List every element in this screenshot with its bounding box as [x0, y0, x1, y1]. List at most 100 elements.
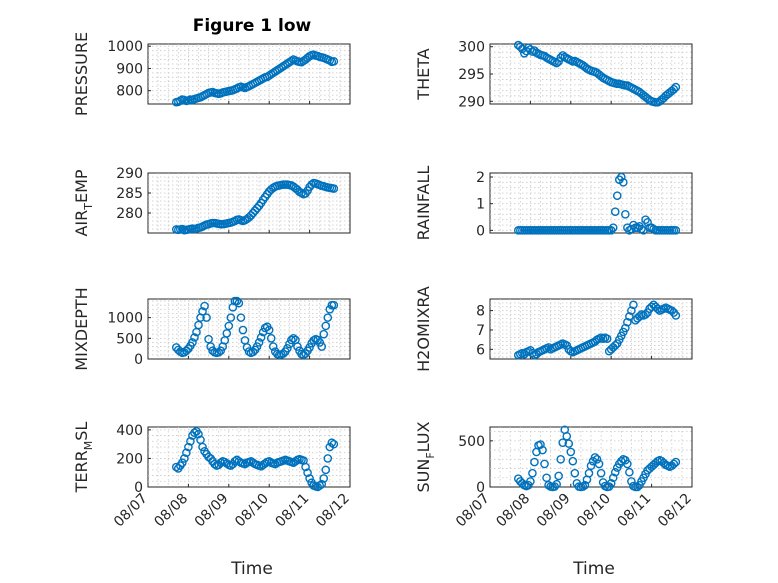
- data-point: [528, 348, 537, 358]
- x-tick-label: 08/12: [655, 491, 695, 531]
- y-tick-label: 290: [116, 166, 143, 182]
- y-tick-label: 900: [116, 61, 143, 77]
- data-point: [610, 207, 620, 216]
- x-tick-label: 08/08: [493, 491, 533, 531]
- y-tick-label: 2: [476, 170, 485, 186]
- x-tick-label: 08/11: [273, 491, 313, 531]
- data-point: [224, 321, 234, 331]
- data-point: [617, 172, 626, 182]
- data-point: [550, 482, 559, 491]
- y-tick-label: 500: [116, 331, 143, 347]
- data-point: [568, 456, 578, 466]
- y-tick-label: 0: [476, 480, 485, 496]
- data-point: [619, 178, 628, 187]
- data-point: [556, 455, 566, 464]
- data-point: [319, 329, 329, 339]
- series-markers: [513, 425, 681, 492]
- data-point: [178, 458, 187, 468]
- data-point: [606, 479, 616, 488]
- x-tick-label: 08/12: [313, 491, 353, 531]
- data-point: [315, 481, 325, 490]
- data-point: [629, 300, 638, 310]
- data-point: [208, 346, 217, 356]
- data-point: [627, 224, 636, 234]
- data-point: [641, 310, 650, 319]
- x-axis-label-right: Time: [572, 559, 615, 579]
- data-point: [313, 335, 322, 345]
- data-point: [540, 459, 549, 469]
- subplot-rainfall: 0 1 2 RAINFALL: [414, 166, 693, 241]
- data-point: [528, 468, 537, 478]
- y-axis-label: TERRMSL: [72, 422, 95, 494]
- data-point: [637, 224, 646, 234]
- data-point: [580, 480, 590, 490]
- data-point: [627, 477, 636, 486]
- data-point: [325, 56, 335, 65]
- data-point: [194, 429, 203, 439]
- plot-area: [147, 43, 351, 105]
- data-point: [180, 454, 189, 463]
- data-point: [188, 338, 197, 347]
- y-axis-label: RAINFALL: [414, 166, 433, 241]
- data-point: [612, 191, 622, 200]
- data-point: [592, 455, 602, 464]
- y-tick-label: 0: [476, 223, 485, 239]
- data-point: [303, 468, 312, 478]
- data-point: [329, 57, 339, 66]
- data-point: [252, 342, 262, 351]
- subplot-pressure: 800 900 1000 PRESSURE: [72, 32, 351, 116]
- series-markers: [171, 178, 339, 235]
- data-point: [329, 439, 339, 449]
- data-point: [279, 349, 288, 358]
- data-point: [520, 48, 529, 58]
- data-point: [643, 218, 652, 227]
- plot-area: [489, 172, 693, 234]
- series-markers: [171, 296, 339, 360]
- data-point: [287, 335, 296, 345]
- data-point: [590, 453, 600, 462]
- data-point: [230, 456, 240, 466]
- y-tick-label: 290: [458, 94, 485, 110]
- data-point: [264, 325, 274, 335]
- y-tick-label: 400: [116, 423, 143, 439]
- y-tick-label: 8: [476, 304, 485, 320]
- data-point: [171, 462, 181, 472]
- data-point: [554, 471, 563, 481]
- y-tick-label: 0: [134, 352, 143, 368]
- data-point: [184, 442, 193, 452]
- y-tick-label: 1000: [107, 39, 143, 55]
- y-tick-label: 300: [458, 40, 485, 56]
- data-point: [226, 313, 236, 322]
- x-tick-label: 08/10: [574, 491, 614, 531]
- data-point: [198, 442, 207, 452]
- data-point: [627, 306, 636, 315]
- data-point: [236, 313, 246, 322]
- data-point: [305, 343, 314, 352]
- data-point: [283, 343, 292, 353]
- data-point: [200, 301, 209, 311]
- data-point: [222, 329, 232, 338]
- x-tick-label: 08/11: [615, 491, 655, 531]
- y-tick-label: 285: [116, 186, 143, 202]
- x-axis-label-left: Time: [230, 559, 273, 579]
- y-tick-label: 800: [116, 84, 143, 100]
- data-point: [623, 459, 632, 469]
- y-axis-label: SUNFLUX: [414, 421, 437, 492]
- y-tick-label: 6: [476, 342, 485, 358]
- y-tick-label: 0: [134, 480, 143, 496]
- data-point: [625, 467, 634, 477]
- data-point: [202, 313, 211, 322]
- data-point: [234, 298, 244, 308]
- data-point: [544, 343, 553, 352]
- data-point: [216, 346, 226, 356]
- data-point: [669, 459, 679, 469]
- data-point: [594, 459, 604, 469]
- subplot-sun: 0 500 SUNFLUX 08/07 08/08 08/09 08/10 08/11 08/1…: [414, 421, 695, 530]
- data-point: [669, 84, 679, 94]
- data-point: [621, 323, 630, 333]
- x-tick-label: 08/10: [232, 491, 272, 531]
- data-point: [268, 342, 278, 351]
- y-tick-label: 7: [476, 323, 485, 339]
- y-axis-label: AIRTEMP: [72, 169, 95, 236]
- data-point: [516, 42, 525, 52]
